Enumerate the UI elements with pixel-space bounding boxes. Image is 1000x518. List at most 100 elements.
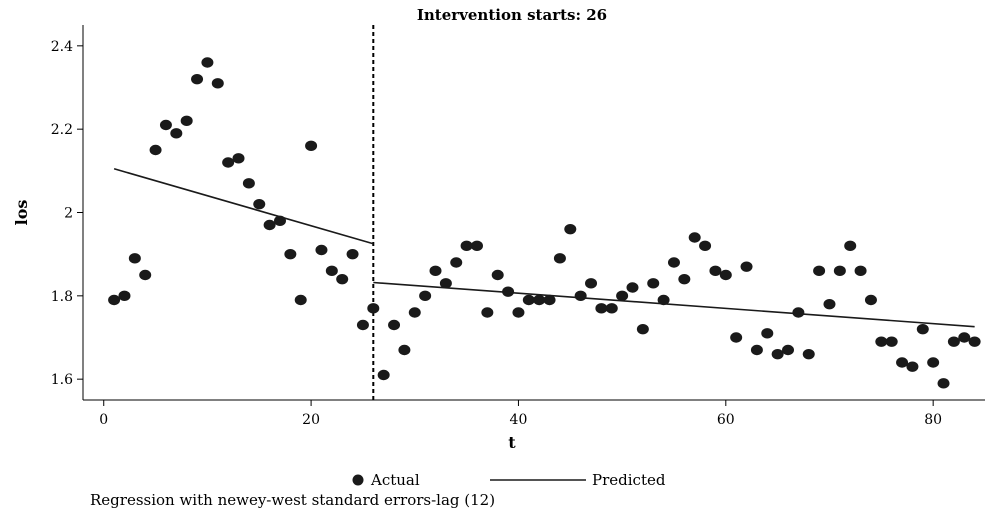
actual-point — [657, 294, 670, 306]
y-tick-label: 1.6 — [51, 372, 73, 388]
actual-point — [242, 178, 255, 189]
actual-point — [782, 344, 795, 356]
actual-point — [211, 78, 224, 89]
actual-point — [927, 357, 940, 368]
actual-point — [719, 269, 732, 281]
legend-label-actual: Actual — [370, 471, 420, 489]
legend-marker-actual — [352, 474, 364, 486]
actual-point — [346, 248, 359, 260]
actual-point — [709, 265, 722, 277]
actual-point — [512, 307, 525, 318]
actual-point — [170, 128, 183, 139]
actual-point — [792, 307, 805, 318]
actual-point — [398, 344, 411, 356]
legend: Actual Predicted — [352, 471, 666, 489]
actual-point — [201, 57, 214, 68]
x-axis-title: t — [508, 433, 516, 452]
actual-point — [118, 290, 131, 302]
actual-point — [408, 307, 421, 318]
actual-point — [450, 257, 463, 268]
x-tick-label: 40 — [510, 412, 528, 428]
actual-point — [533, 294, 546, 306]
actual-point — [522, 294, 535, 306]
chart-title: Intervention starts: 26 — [417, 6, 607, 24]
actual-point — [191, 73, 204, 85]
actual-point — [263, 219, 276, 231]
y-tick-label: 2.2 — [51, 122, 73, 138]
actual-point — [491, 269, 504, 281]
actual-point — [553, 253, 566, 264]
actual-point — [854, 265, 867, 277]
predicted-line-segment — [373, 281, 975, 328]
actual-point — [305, 140, 318, 152]
actual-point — [761, 328, 774, 339]
actual-point — [699, 240, 712, 252]
actual-point — [605, 303, 618, 314]
actual-point — [616, 290, 629, 302]
actual-point — [771, 348, 784, 360]
actual-point — [916, 323, 929, 335]
actual-point — [564, 223, 577, 235]
actual-point — [388, 319, 401, 331]
actual-point — [678, 273, 691, 285]
actual-point — [439, 278, 452, 289]
actual-point — [284, 248, 297, 260]
actual-point — [336, 273, 349, 285]
x-tick-label: 60 — [717, 412, 735, 428]
actual-point — [139, 269, 152, 281]
x-tick-label: 20 — [302, 412, 320, 428]
actual-point — [325, 265, 338, 277]
actual-point — [947, 336, 960, 347]
actual-point — [222, 157, 235, 168]
actual-point — [470, 240, 483, 252]
actual-point — [844, 240, 857, 252]
legend-label-predicted: Predicted — [592, 471, 666, 489]
actual-point — [253, 198, 266, 210]
actual-point — [232, 153, 245, 164]
actual-point — [595, 303, 608, 314]
y-tick-label: 1.8 — [51, 289, 73, 305]
actual-point — [968, 336, 981, 347]
actual-point — [885, 336, 898, 347]
actual-point — [294, 294, 307, 306]
actual-point — [626, 282, 639, 293]
actual-point — [896, 357, 909, 368]
actual-point — [429, 265, 442, 277]
actual-point — [636, 323, 649, 335]
actual-point — [180, 115, 193, 127]
actual-point — [481, 307, 494, 318]
actual-point — [315, 244, 328, 256]
y-tick-label: 2 — [64, 206, 73, 222]
chart-note: Regression with newey-west standard erro… — [90, 491, 495, 509]
actual-point — [128, 253, 141, 264]
actual-point — [574, 290, 587, 302]
actual-point — [377, 369, 390, 381]
actual-point — [108, 294, 121, 306]
actual-point — [356, 319, 369, 331]
actual-point — [543, 294, 556, 306]
y-tick-label: 2.4 — [51, 39, 73, 55]
actual-point — [958, 332, 971, 343]
actual-point — [367, 303, 380, 314]
actual-point — [802, 348, 815, 360]
actual-point — [688, 232, 701, 243]
axes: 0 20 40 60 80 1.6 1.8 2 2.2 2.4 — [51, 25, 985, 428]
actual-point — [875, 336, 888, 347]
actual-point — [159, 119, 172, 131]
actual-point — [906, 361, 919, 372]
actual-point — [864, 294, 877, 306]
actual-point — [937, 378, 950, 389]
actual-point — [750, 344, 763, 356]
plot-area — [108, 25, 981, 400]
x-tick-label: 80 — [924, 412, 942, 428]
actual-point — [667, 257, 680, 268]
actual-point — [419, 290, 432, 302]
actual-point — [823, 298, 836, 310]
actual-point — [740, 261, 753, 272]
actual-point — [730, 332, 743, 343]
actual-point — [149, 144, 162, 156]
actual-point — [647, 278, 660, 289]
actual-point — [833, 265, 846, 277]
x-tick-label: 0 — [99, 412, 108, 428]
